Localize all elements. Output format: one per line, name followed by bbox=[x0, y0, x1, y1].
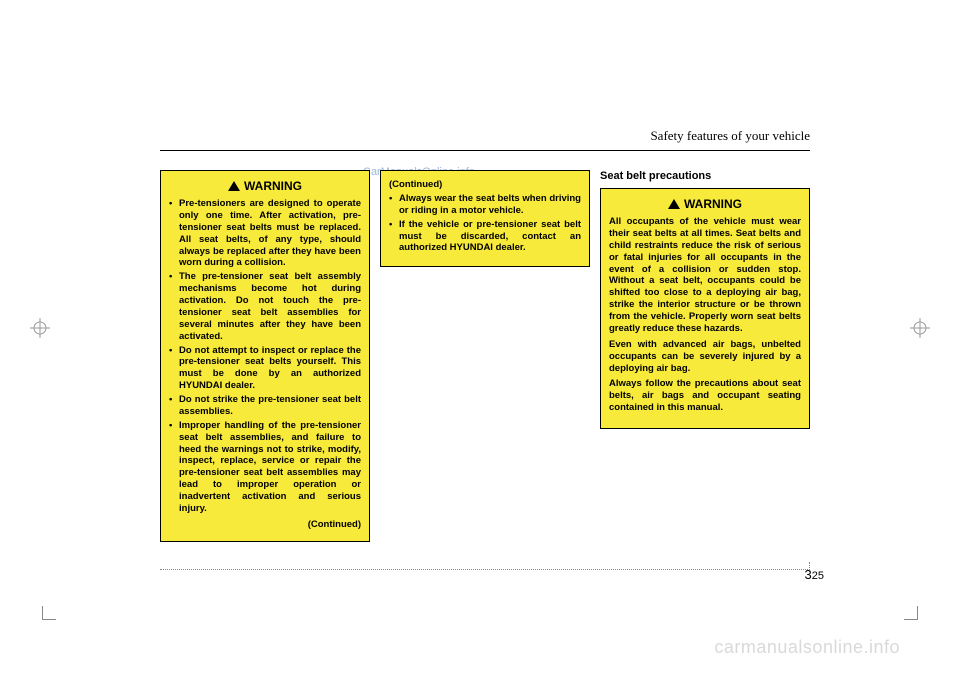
watermark-bottom: carmanualsonline.info bbox=[714, 637, 900, 658]
page-number: 325 bbox=[805, 567, 824, 582]
header-rule bbox=[160, 150, 810, 151]
list-item: Improper handling of the pre-tensioner s… bbox=[169, 420, 361, 515]
chapter-number: 3 bbox=[805, 567, 812, 582]
warning-title-1: WARNING bbox=[169, 179, 361, 194]
crop-corner-bl bbox=[42, 606, 56, 620]
list-item: Always wear the seat belts when driving … bbox=[389, 193, 581, 217]
warning-paragraph: Always follow the precautions about seat… bbox=[609, 378, 801, 414]
continued-bottom: (Continued) bbox=[169, 519, 361, 531]
footer-rule bbox=[160, 569, 810, 570]
warning-title-3: WARNING bbox=[609, 197, 801, 212]
crop-mark-left bbox=[30, 318, 50, 343]
warning-list-2: Always wear the seat belts when driving … bbox=[389, 193, 581, 254]
warning-paragraph: Even with advanced air bags, unbelted oc… bbox=[609, 339, 801, 375]
warning-triangle-icon bbox=[228, 181, 240, 191]
list-item: Pre-tensioners are designed to operate o… bbox=[169, 198, 361, 269]
warning-box-2: (Continued) Always wear the seat belts w… bbox=[380, 170, 590, 267]
warning-box-3: WARNING All occupants of the vehicle mus… bbox=[600, 188, 810, 429]
list-item: Do not strike the pre-tensioner seat bel… bbox=[169, 394, 361, 418]
warning-box-1: WARNING Pre-tensioners are designed to o… bbox=[160, 170, 370, 542]
warning-label-text: WARNING bbox=[684, 197, 742, 211]
warning-label-text: WARNING bbox=[244, 179, 302, 193]
crop-mark-right bbox=[910, 318, 930, 343]
list-item: If the vehicle or pre-tensioner seat bel… bbox=[389, 219, 581, 255]
column-3: Seat belt precautions WARNING All occupa… bbox=[600, 170, 810, 542]
list-item: Do not attempt to inspect or replace the… bbox=[169, 345, 361, 393]
continued-top: (Continued) bbox=[389, 179, 581, 191]
warning-list-1: Pre-tensioners are designed to operate o… bbox=[169, 198, 361, 515]
warning-triangle-icon bbox=[668, 199, 680, 209]
manual-page: Safety features of your vehicle CarManua… bbox=[0, 0, 960, 678]
section-header: Safety features of your vehicle bbox=[650, 128, 810, 144]
column-1: WARNING Pre-tensioners are designed to o… bbox=[160, 170, 370, 542]
content-columns: WARNING Pre-tensioners are designed to o… bbox=[160, 170, 810, 542]
page-number-value: 25 bbox=[812, 570, 824, 582]
list-item: The pre-tensioner seat belt assembly mec… bbox=[169, 271, 361, 342]
precautions-heading: Seat belt precautions bbox=[600, 170, 810, 182]
warning-paragraph: All occupants of the vehicle must wear t… bbox=[609, 216, 801, 335]
column-2: (Continued) Always wear the seat belts w… bbox=[380, 170, 590, 542]
crop-corner-br bbox=[904, 606, 918, 620]
